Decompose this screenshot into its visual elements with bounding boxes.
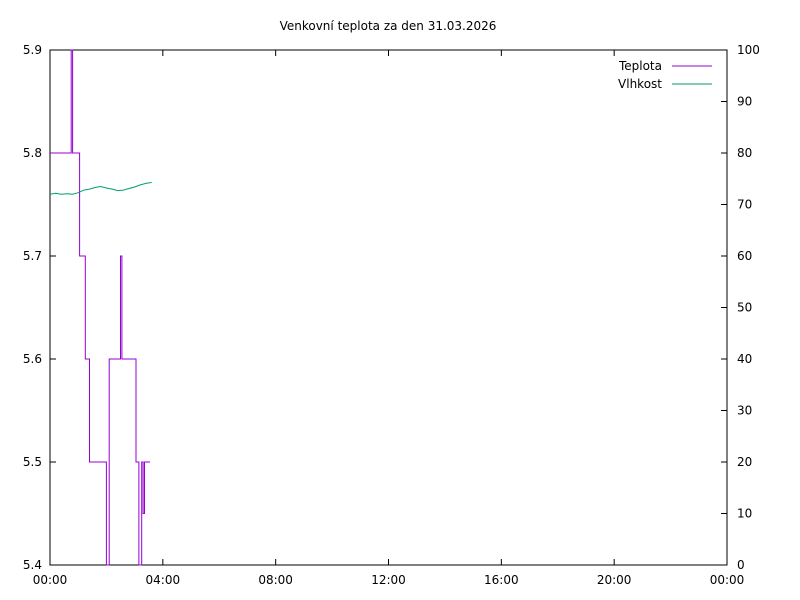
y-right-tick-label: 0 xyxy=(737,558,745,572)
y-right-tick-label: 60 xyxy=(737,249,752,263)
y-left-tick-label: 5.8 xyxy=(23,146,42,160)
y-right-tick-label: 80 xyxy=(737,146,752,160)
y-left-tick-label: 5.6 xyxy=(23,352,42,366)
y-right-tick-label: 40 xyxy=(737,352,752,366)
y-left-tick-label: 5.7 xyxy=(23,249,42,263)
x-tick-label: 04:00 xyxy=(146,573,181,587)
x-tick-label: 08:00 xyxy=(258,573,293,587)
x-tick-label: 00:00 xyxy=(710,573,745,587)
x-tick-label: 20:00 xyxy=(597,573,632,587)
legend: Teplota Vlhkost xyxy=(618,59,712,91)
y-right-tick-label: 70 xyxy=(737,198,752,212)
plot-border xyxy=(49,49,728,566)
y-right-tick-label: 20 xyxy=(737,455,752,469)
y-left-tick-label: 5.5 xyxy=(23,455,42,469)
series-line-teplota xyxy=(50,49,151,566)
y-right-tick-label: 50 xyxy=(737,301,752,315)
chart-title: Venkovní teplota za den 31.03.2026 xyxy=(280,19,497,33)
x-tick-label: 00:00 xyxy=(33,573,68,587)
series-line-vlhkost xyxy=(49,181,152,195)
y-right-tick-label: 100 xyxy=(737,43,760,57)
series-layer xyxy=(49,49,152,566)
y-right-tick-label: 30 xyxy=(737,404,752,418)
legend-label-teplota: Teplota xyxy=(618,59,662,73)
legend-label-vlhkost: Vlhkost xyxy=(618,77,662,91)
y-left-tick-label: 5.4 xyxy=(23,558,42,572)
x-tick-label: 12:00 xyxy=(371,573,406,587)
y-left-tick-label: 5.9 xyxy=(23,43,42,57)
y-right-tick-label: 10 xyxy=(737,507,752,521)
y-right-tick-label: 90 xyxy=(737,95,752,109)
x-tick-label: 16:00 xyxy=(484,573,519,587)
axes: 00:00 04:00 08:00 12:00 16:00 20:00 00:005.45.… xyxy=(23,43,760,587)
